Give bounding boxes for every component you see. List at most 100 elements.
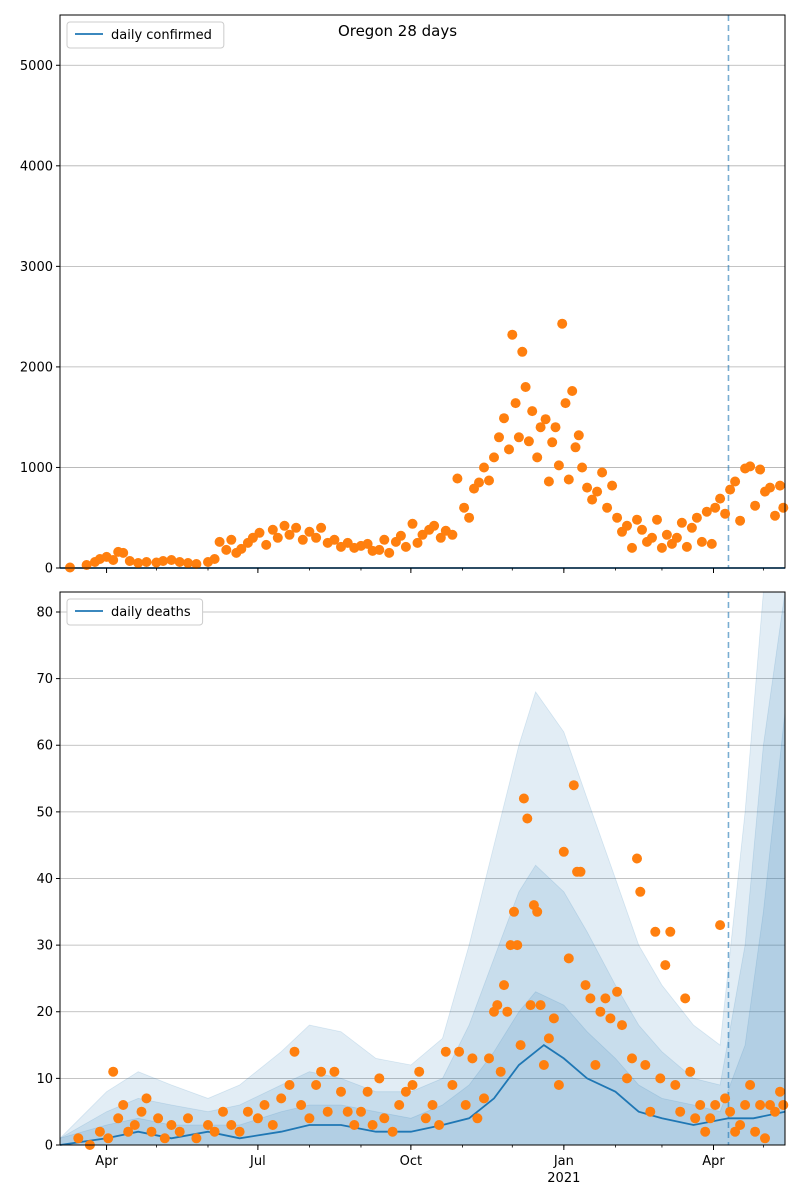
data-point [279,520,290,531]
data-point [400,541,411,552]
data-point [479,1093,489,1104]
x-tick-label: Jul [249,1154,266,1169]
data-point [414,1066,425,1077]
deaths-points [73,780,789,1150]
data-point [553,1080,564,1090]
data-point [349,1120,360,1130]
data-point [474,477,484,488]
y-tick-label: 10 [36,1072,53,1087]
data-point [778,1100,789,1110]
confirmed-legend-box [66,21,225,49]
data-point [252,1113,263,1124]
data-point [696,536,707,547]
x-year-label: 2021 [547,1171,580,1186]
data-point [520,382,531,392]
data-point [108,1066,119,1077]
data-point [440,1046,451,1057]
data-point [627,1053,637,1064]
data-point [447,1080,458,1090]
y-tick-label: 50 [36,805,53,820]
data-point [284,1080,295,1090]
data-point [459,502,470,513]
data-point [435,532,446,543]
data-point [291,522,302,533]
data-point [214,536,225,547]
data-point [296,1100,307,1110]
data-point [755,1100,766,1110]
data-point [750,1126,761,1137]
data-point [558,846,569,857]
x-tick-label: Apr [95,1154,118,1169]
data-point [580,980,591,991]
data-point [637,524,647,535]
data-point [622,520,632,531]
data-point [484,1053,494,1064]
data-point [218,1106,228,1117]
data-point [329,534,340,545]
data-point [118,1100,129,1110]
data-point [322,1106,333,1117]
data-point [304,1113,315,1124]
data-point [640,1060,651,1070]
data-point [573,430,584,441]
data-point [676,517,687,528]
data-point [484,475,494,486]
data-point [356,1106,366,1117]
data-point [582,482,593,493]
data-point [183,1113,193,1124]
confirmed-legend: daily confirmed [66,21,225,49]
data-point [577,462,588,473]
data-point [532,452,543,463]
data-point [635,886,646,897]
data-point [605,1013,616,1024]
data-point [394,1100,405,1110]
data-point [617,1020,627,1031]
y-tick-label: 1000 [20,461,53,476]
data-point [612,512,623,523]
confirmed-y-ticks: 0 1000 2000 3000 4000 5000 [20,59,60,577]
data-point [568,780,579,791]
data-point [141,557,152,567]
data-point [632,853,642,864]
data-point [304,526,315,537]
x-tick-label: Oct [400,1154,422,1169]
data-point [612,986,623,997]
data-point [656,542,667,553]
data-point [575,866,586,877]
data-point [183,558,193,568]
data-point [686,522,697,533]
data-point [567,386,578,396]
data-point [655,1073,666,1084]
data-point [725,484,736,495]
data-point [174,1126,185,1137]
data-point [647,532,657,543]
data-point [133,558,144,568]
x-tick-label: Jan [553,1154,574,1169]
data-point [680,993,691,1004]
data-point [329,1066,340,1077]
data-point [622,1073,632,1084]
data-point [745,461,756,472]
data-point [675,1106,686,1117]
data-point [336,1086,346,1097]
data-point [650,926,661,937]
data-point [507,329,518,340]
data-point [407,1080,418,1090]
data-point [267,1120,278,1130]
data-point [499,980,509,991]
data-point [715,493,726,504]
data-point [535,1000,546,1011]
data-point [166,555,177,565]
data-point [209,1126,220,1137]
data-point [523,436,534,447]
y-tick-label: 3000 [20,260,53,275]
data-point [755,464,766,475]
data-point [311,1080,322,1090]
data-point [725,1106,736,1117]
data-point [587,494,598,505]
data-point [645,1106,656,1117]
data-point [259,1100,270,1110]
data-point [311,532,322,543]
data-point [700,1126,711,1137]
data-point [690,1113,701,1124]
